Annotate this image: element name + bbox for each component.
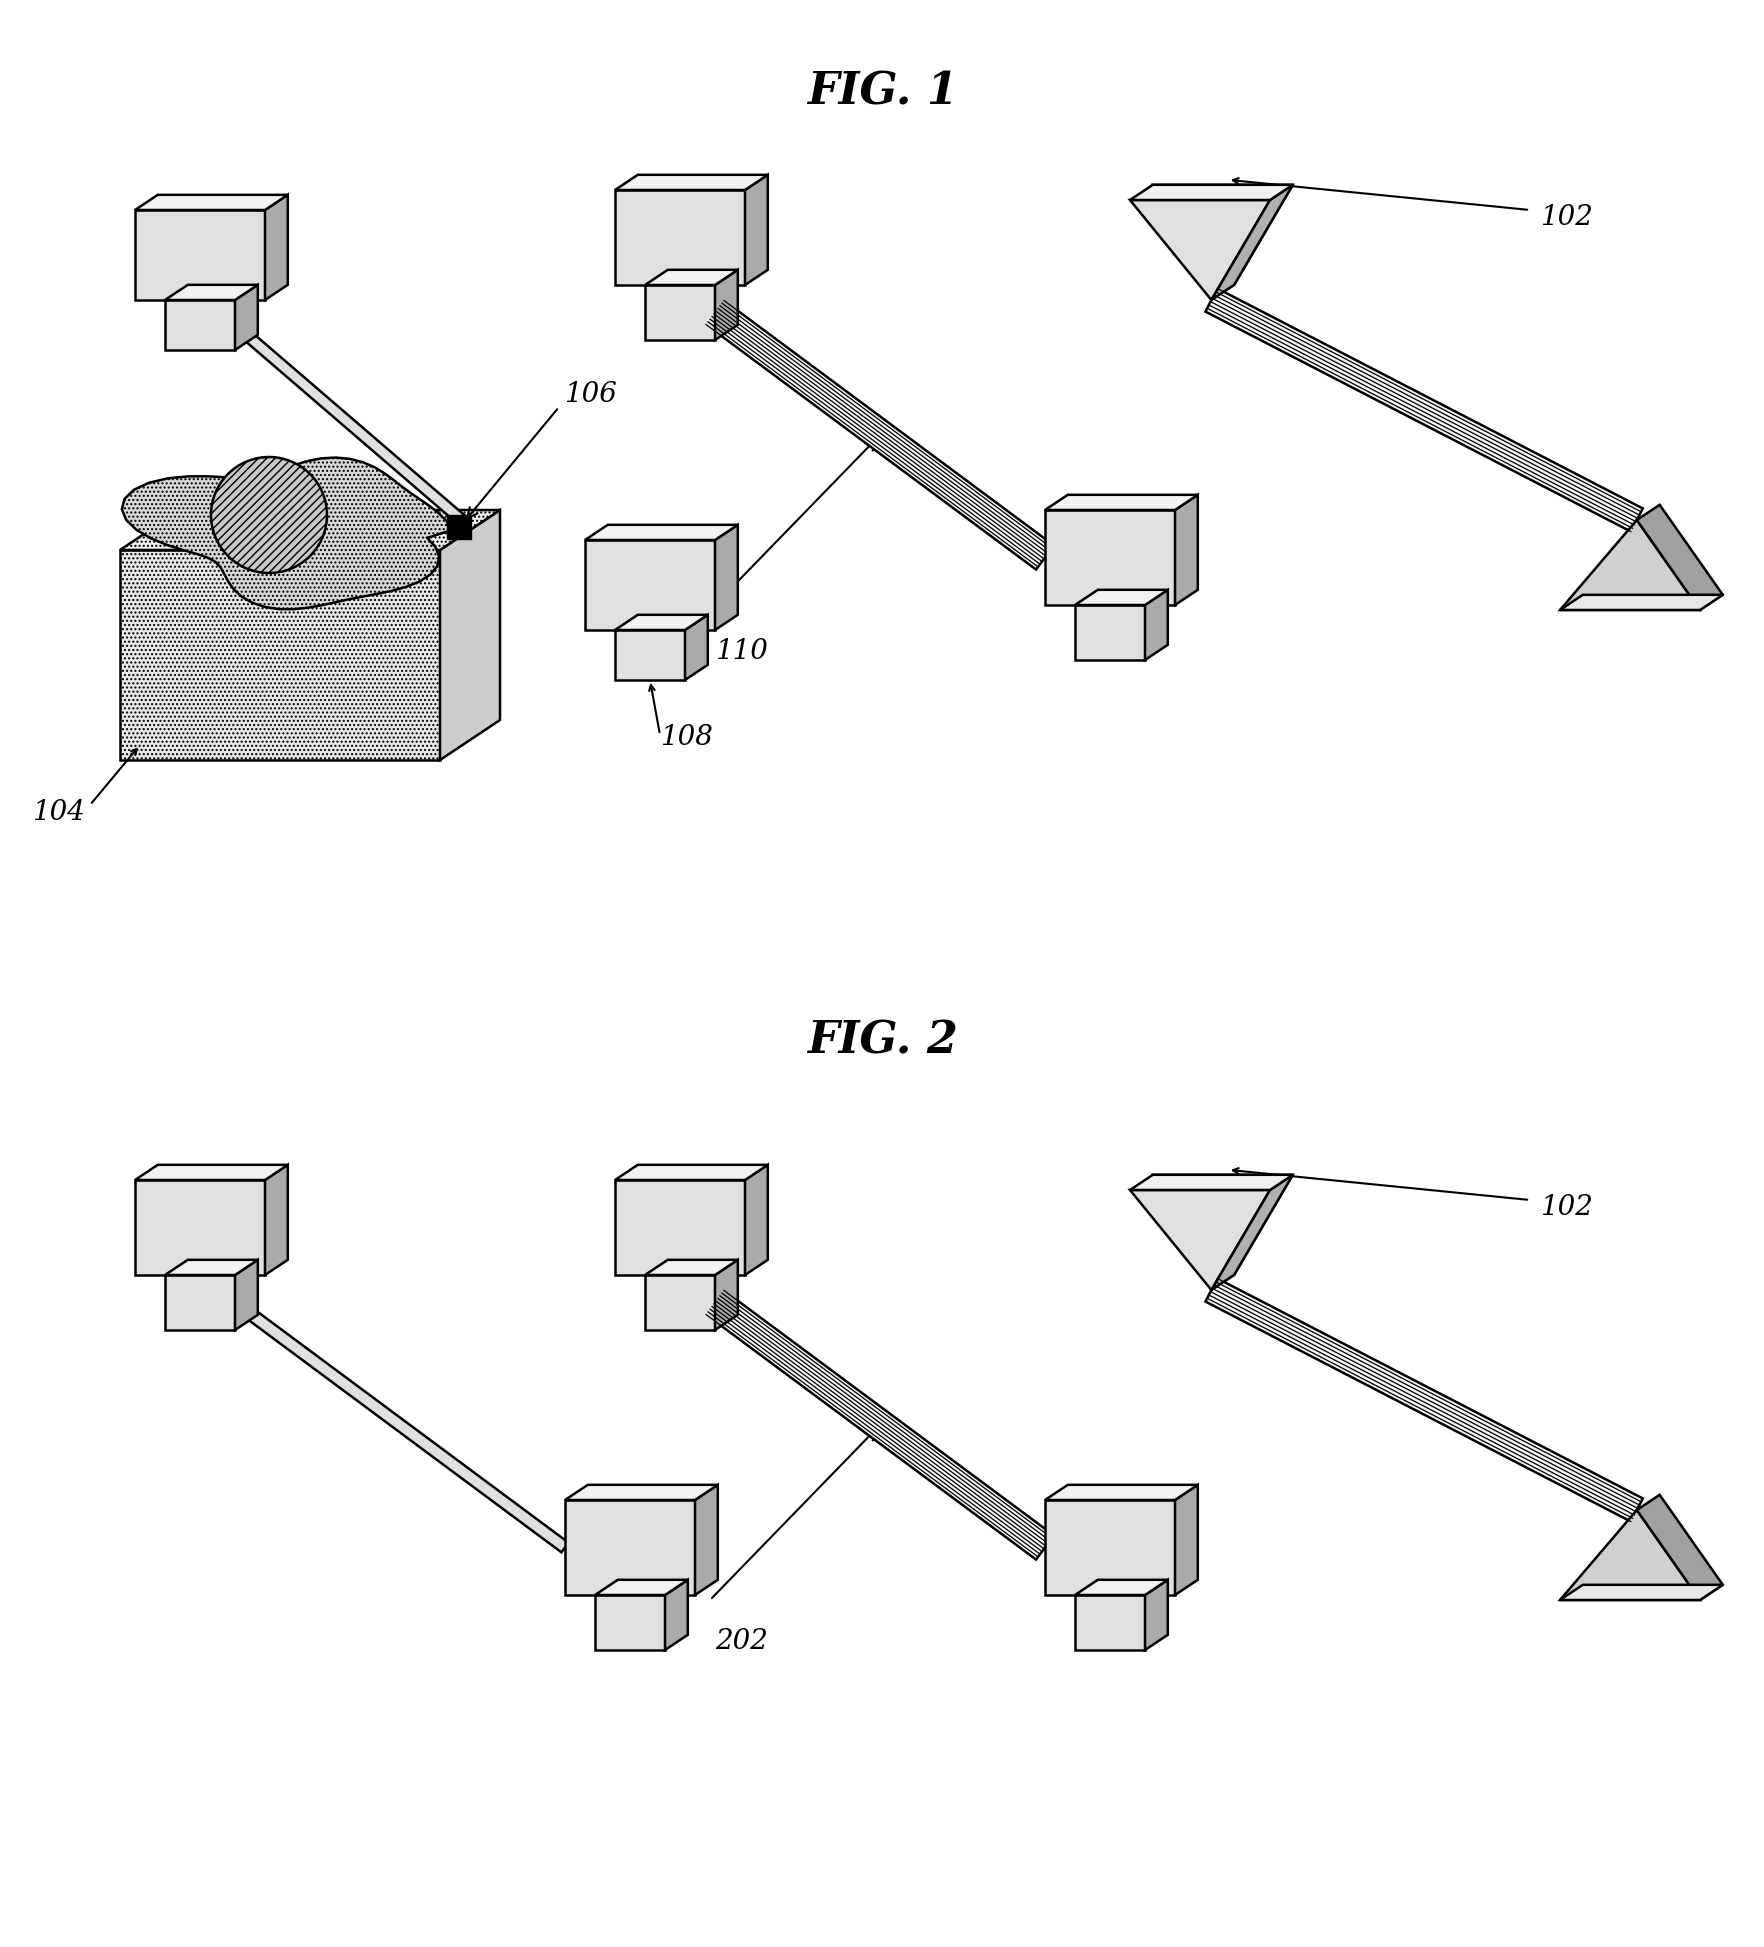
Text: 108: 108 [660, 724, 713, 752]
Polygon shape [1559, 1585, 1722, 1600]
Polygon shape [1559, 594, 1722, 609]
Polygon shape [706, 1291, 1053, 1560]
Polygon shape [584, 526, 737, 539]
Text: 202: 202 [714, 1628, 767, 1655]
Text: 102: 102 [1540, 1194, 1591, 1221]
Text: FIG. 2: FIG. 2 [806, 1020, 956, 1063]
Polygon shape [120, 510, 499, 549]
Polygon shape [1205, 288, 1642, 532]
Text: 102: 102 [1540, 204, 1591, 232]
Polygon shape [594, 1579, 688, 1595]
Polygon shape [706, 300, 1053, 570]
Polygon shape [134, 195, 288, 210]
Polygon shape [1145, 590, 1168, 660]
Polygon shape [265, 195, 288, 300]
Polygon shape [1145, 1579, 1168, 1649]
Polygon shape [614, 1164, 767, 1180]
Polygon shape [714, 526, 737, 631]
Polygon shape [1129, 201, 1270, 300]
Polygon shape [120, 549, 439, 759]
Polygon shape [614, 175, 767, 191]
Polygon shape [122, 458, 452, 609]
Polygon shape [1210, 1174, 1291, 1291]
Polygon shape [1044, 510, 1175, 606]
Polygon shape [1559, 1511, 1699, 1600]
Polygon shape [1044, 495, 1198, 510]
Polygon shape [164, 1260, 258, 1275]
Polygon shape [684, 615, 707, 680]
Polygon shape [665, 1579, 688, 1649]
Polygon shape [231, 1299, 568, 1552]
Polygon shape [614, 191, 744, 284]
Polygon shape [134, 210, 265, 300]
Polygon shape [714, 271, 737, 341]
Polygon shape [164, 300, 235, 350]
Polygon shape [1152, 1174, 1291, 1291]
Polygon shape [1044, 1499, 1175, 1595]
Polygon shape [1074, 1595, 1145, 1649]
Polygon shape [644, 1260, 737, 1275]
Polygon shape [446, 516, 471, 539]
Polygon shape [1074, 590, 1168, 606]
Text: FIG. 1: FIG. 1 [806, 70, 956, 113]
Polygon shape [644, 271, 737, 284]
Polygon shape [614, 631, 684, 680]
Polygon shape [134, 1164, 288, 1180]
Polygon shape [614, 615, 707, 631]
Polygon shape [564, 1499, 695, 1595]
Polygon shape [1074, 606, 1145, 660]
Polygon shape [644, 284, 714, 341]
Polygon shape [164, 284, 258, 300]
Polygon shape [1175, 495, 1198, 606]
Text: 104: 104 [32, 798, 85, 826]
Text: 110: 110 [714, 639, 767, 666]
Polygon shape [235, 1260, 258, 1330]
Polygon shape [1205, 1279, 1642, 1521]
Polygon shape [134, 1180, 265, 1275]
Polygon shape [1074, 1579, 1168, 1595]
Polygon shape [265, 1164, 288, 1275]
Polygon shape [744, 1164, 767, 1275]
Polygon shape [1559, 520, 1699, 609]
Polygon shape [1044, 1486, 1198, 1499]
Polygon shape [231, 321, 467, 526]
Polygon shape [594, 1595, 665, 1649]
Polygon shape [614, 1180, 744, 1275]
Text: 106: 106 [564, 382, 617, 409]
Polygon shape [584, 539, 714, 631]
Polygon shape [1129, 1174, 1291, 1190]
Polygon shape [1210, 185, 1291, 300]
Polygon shape [695, 1486, 718, 1595]
Polygon shape [235, 284, 258, 350]
Circle shape [212, 458, 326, 572]
Polygon shape [744, 175, 767, 284]
Polygon shape [1175, 1486, 1198, 1595]
Polygon shape [714, 1260, 737, 1330]
Polygon shape [1129, 1190, 1270, 1291]
Polygon shape [1635, 1495, 1722, 1600]
Polygon shape [1635, 504, 1722, 609]
Polygon shape [1152, 185, 1291, 300]
Polygon shape [1129, 185, 1291, 201]
Polygon shape [564, 1486, 718, 1499]
Polygon shape [164, 1275, 235, 1330]
Polygon shape [644, 1275, 714, 1330]
Polygon shape [439, 510, 499, 759]
